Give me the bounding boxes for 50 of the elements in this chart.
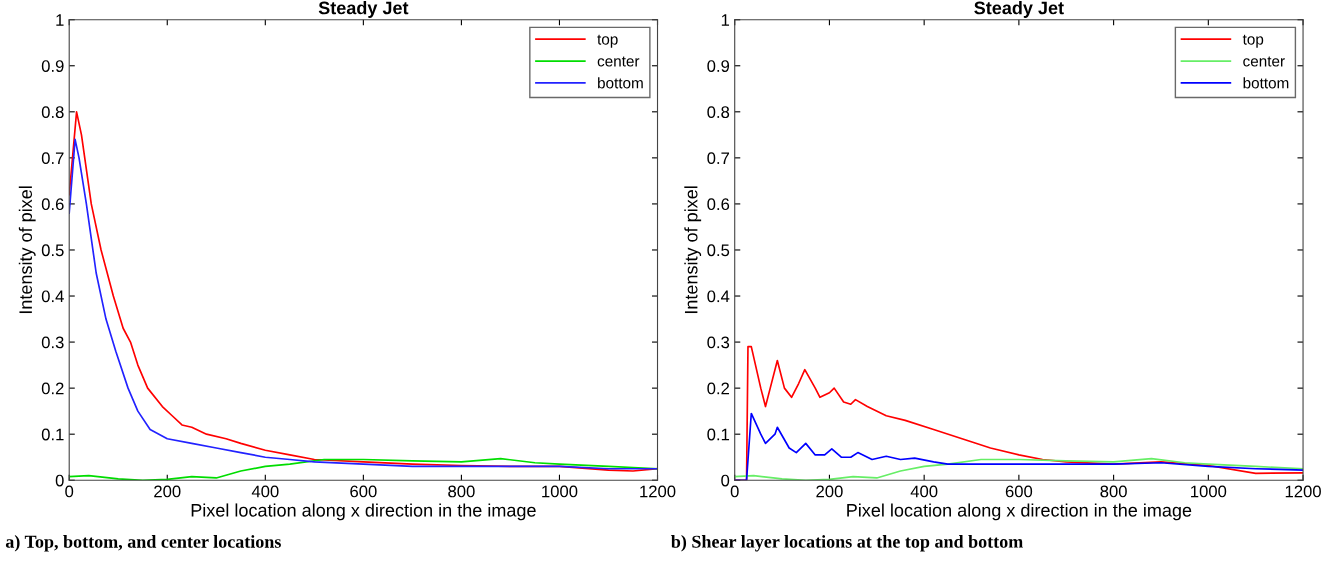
chart-title: Steady Jet	[974, 1, 1064, 18]
y-tick-label: 0.9	[41, 60, 64, 72]
y-axis-title: Intensity of pixel	[18, 186, 36, 314]
text: a) Top, bottom, and center locations	[5, 535, 281, 552]
x-axis-title: Pixel location along x direction in the image	[847, 503, 1192, 521]
x-tick-label: 400	[251, 485, 279, 498]
x-tick-label: 0	[730, 485, 739, 498]
y-tick-label: 1	[721, 14, 730, 26]
y-tick-label: 0.3	[707, 336, 730, 349]
legend-label: center	[597, 56, 640, 67]
x-axis-title: Pixel location along x direction in the image	[191, 503, 536, 521]
chart-title: Steady Jet	[318, 1, 409, 18]
y-tick-label: 1	[56, 14, 64, 26]
x-tick-label: 1000	[542, 485, 578, 498]
x-tick-label: 0	[65, 485, 74, 498]
legend-label: bottom	[598, 77, 643, 89]
y-tick-label: 0.3	[41, 336, 64, 349]
y-tick-label: 0.1	[41, 428, 64, 441]
y-tick-label: 0.2	[41, 382, 64, 395]
y-tick-label: 0.8	[41, 106, 64, 119]
y-tick-label: 0	[55, 474, 64, 487]
x-tick-label: 1200	[640, 485, 676, 498]
y-tick-label: 0	[721, 474, 730, 487]
y-tick-label: 0.7	[707, 152, 730, 165]
y-tick-label: 0.8	[707, 106, 730, 119]
x-tick-label: 1000	[1191, 485, 1227, 498]
y-tick-label: 0.4	[41, 290, 64, 303]
y-tick-label: 0.2	[707, 382, 730, 395]
y-tick-label: 0.6	[41, 198, 64, 211]
x-tick-label: 1200	[1285, 485, 1321, 498]
x-tick-label: 200	[154, 485, 181, 498]
y-tick-label: 0.1	[707, 428, 730, 441]
y-tick-label: 0.9	[707, 60, 730, 72]
x-tick-label: 200	[816, 485, 843, 498]
y-tick-label: 0.6	[707, 198, 730, 211]
y-tick-label: 0.5	[41, 244, 64, 257]
text: b) Shear layer locations at the top and bottom	[671, 535, 1023, 552]
x-tick-label: 800	[1100, 485, 1127, 498]
y-tick-label: 0.5	[707, 244, 730, 257]
x-tick-label: 400	[910, 485, 938, 498]
legend-label: center	[1243, 56, 1285, 67]
y-axis-title: Intensity of pixel	[684, 186, 702, 314]
legend-label: bottom	[1243, 77, 1289, 89]
x-tick-label: 600	[1005, 485, 1033, 498]
x-tick-label: 800	[448, 485, 475, 498]
legend-label: top	[1242, 34, 1264, 48]
y-tick-label: 0.7	[41, 152, 64, 165]
legend-label: top	[597, 34, 618, 48]
y-tick-label: 0.4	[707, 290, 730, 303]
x-tick-label: 600	[350, 485, 377, 498]
